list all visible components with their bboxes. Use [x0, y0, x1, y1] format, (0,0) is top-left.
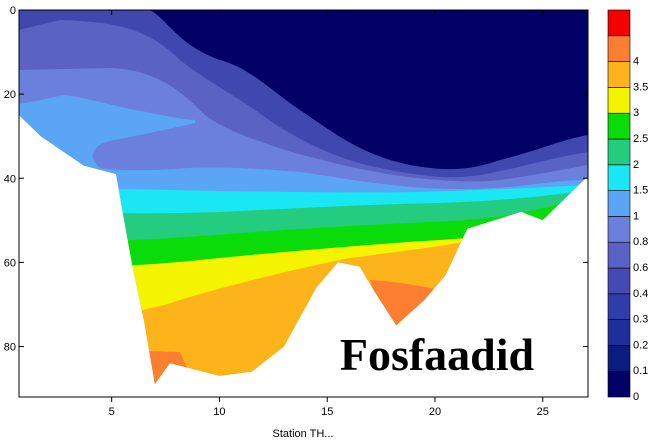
- colorbar-swatch: [607, 241, 631, 269]
- colorbar-label: 0.2: [633, 339, 648, 351]
- colorbar-swatch: [607, 267, 631, 295]
- colorbar-swatch: [607, 293, 631, 320]
- y-tick-label: 0: [10, 5, 16, 17]
- colorbar-label: 0.1: [633, 365, 648, 377]
- colorbar-label: 0.6: [633, 262, 648, 274]
- plot-area: [19, 10, 588, 397]
- x-tick-label: 25: [537, 406, 549, 418]
- x-axis: 5 10 15 20 25: [109, 10, 549, 418]
- colorbar-swatch: [607, 319, 631, 346]
- y-tick-label: 80: [4, 342, 16, 354]
- colorbar-label: 0.8: [633, 236, 648, 248]
- colorbar-swatch: [607, 35, 631, 62]
- colorbar-label: 0.4: [633, 288, 648, 300]
- plot-frame: [18, 9, 589, 398]
- colorbar-label: 1.5: [633, 185, 648, 197]
- x-tick-label: 10: [213, 406, 225, 418]
- colorbar-swatch: [607, 164, 631, 191]
- y-tick-label: 40: [4, 173, 16, 185]
- x-axis-title: Station TH...: [273, 428, 334, 440]
- chart-title-overlay: Fosfaadid: [340, 329, 535, 380]
- colorbar-swatch: [607, 138, 631, 166]
- colorbar-label: 4: [633, 56, 639, 68]
- bathymetry: [19, 115, 588, 397]
- colorbar-swatch: [607, 112, 631, 140]
- x-tick-label: 5: [109, 406, 115, 418]
- colorbar-label: 1: [633, 210, 639, 222]
- colorbar-label: 2.5: [633, 133, 648, 145]
- x-tick-label: 15: [321, 406, 333, 418]
- colorbar-label: 3: [633, 107, 639, 119]
- colorbar-swatch: [607, 216, 631, 243]
- colorbar-label: 3.5: [633, 81, 648, 93]
- colorbar-swatch: [607, 345, 631, 372]
- colorbar-swatch: [607, 370, 631, 398]
- colorbar-swatch: [607, 190, 631, 217]
- colorbar-swatch: [607, 61, 631, 88]
- colorbar-swatch: [607, 9, 631, 37]
- y-tick-label: 60: [4, 257, 16, 269]
- colorbar-label: 0.3: [633, 314, 648, 326]
- y-axis: 0 20 40 60 80: [4, 5, 588, 354]
- y-tick-label: 20: [4, 89, 16, 101]
- x-tick-label: 20: [429, 406, 441, 418]
- colorbar-label: 0: [633, 391, 639, 403]
- colorbar-label: 2: [633, 159, 639, 171]
- colorbar-swatch: [607, 87, 631, 114]
- bathymetry-mask: [19, 115, 588, 397]
- colorbar: 0 0.1 0.2 0.3 0.4 0.6 0.8 1 1.5 2 2.5 3 3.5 4: [607, 9, 648, 403]
